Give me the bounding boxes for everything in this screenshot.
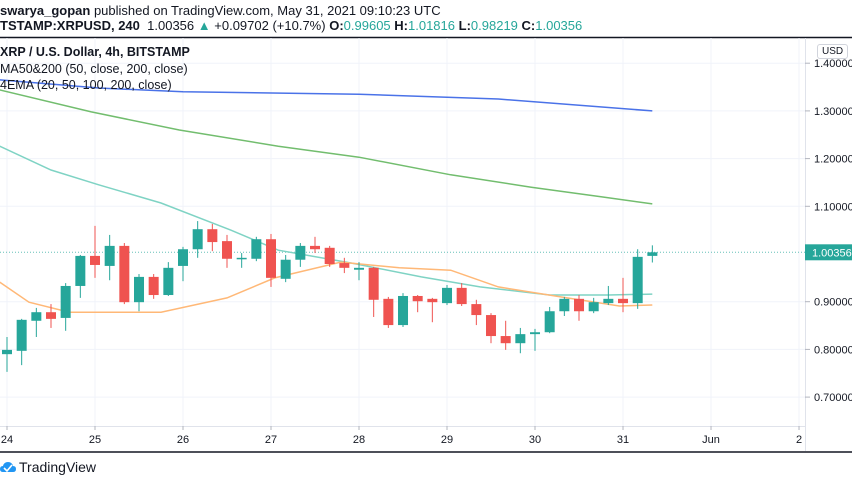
candle-down [148, 276, 159, 296]
price-tick-label: 1.10000 [814, 201, 852, 213]
candle-down [46, 312, 57, 319]
candle-up [559, 298, 570, 312]
candle-down [427, 298, 438, 303]
low-label: L: [458, 18, 471, 33]
candle-up [398, 295, 409, 326]
candle-down [383, 298, 394, 326]
time-tick-label: 29 [441, 434, 453, 446]
brand-name: TradingView [19, 459, 97, 475]
candle-up [515, 334, 526, 344]
candle-up [588, 302, 599, 312]
candle-down [471, 304, 482, 316]
candle-up [104, 245, 115, 266]
last-price-label: 1.00356 [812, 247, 852, 259]
open-label: O: [329, 18, 344, 33]
candle-up [530, 332, 541, 335]
last-price: 1.00356 [147, 18, 195, 33]
price-tick-label: 1.20000 [814, 154, 852, 166]
price-tick-label: 1.30000 [814, 106, 852, 118]
time-tick-label: 24 [1, 434, 13, 446]
candle-up [16, 319, 27, 351]
high-value: 1.01816 [408, 18, 455, 33]
publish-info: swarya_gopan published on TradingView.co… [0, 3, 441, 18]
candle-up [544, 311, 555, 333]
candle-down [207, 229, 218, 243]
candle-up [134, 276, 145, 303]
time-tick-label: 30 [529, 434, 541, 446]
close-value: 1.00356 [535, 18, 583, 33]
candle-up [192, 229, 203, 250]
time-tick-label: 28 [353, 434, 365, 446]
time-tick-label: 27 [265, 434, 277, 446]
candle-up [280, 259, 291, 279]
up-arrow-icon: ▲ [197, 18, 211, 33]
candle-up [163, 267, 174, 296]
time-tick-label: 2 [796, 434, 802, 446]
price-tick-label: 1.40000 [814, 58, 852, 70]
candle-down [618, 298, 629, 304]
candle-up [31, 312, 42, 321]
candle-up [178, 249, 189, 266]
tradingview-logo[interactable]: TradingView [0, 459, 96, 475]
candle-down [324, 247, 335, 265]
time-tick-label: Jun [702, 434, 720, 446]
indicator-line-ma_green [0, 89, 653, 205]
candle-down [456, 287, 467, 305]
candle-up [632, 256, 643, 304]
candle-down [90, 255, 101, 265]
indicator-line-ema_orange [0, 261, 653, 313]
candle-up [251, 239, 262, 259]
time-tick-label: 26 [177, 434, 189, 446]
author-name[interactable]: swarya_gopan [0, 3, 91, 18]
indicator-ema[interactable]: 4EMA (20, 50, 100, 200, close) [0, 78, 172, 92]
low-value: 0.98219 [470, 18, 518, 33]
indicator-line-ma_blue [0, 79, 653, 112]
candle-down [310, 245, 321, 250]
currency-button[interactable]: USD [817, 44, 849, 59]
price-tick-label: 0.70000 [814, 392, 852, 404]
candle-down [339, 263, 350, 268]
candle-down [266, 239, 277, 278]
candle-down [368, 267, 379, 300]
indicator-ma[interactable]: MA50&200 (50, close, 200, close) [0, 62, 188, 76]
time-tick-label: 25 [89, 434, 101, 446]
time-tick-label: 31 [617, 434, 629, 446]
candle-down [412, 295, 423, 302]
candle-down [500, 336, 511, 344]
symbol-info: TSTAMP:XRPUSD, 240 1.00356 ▲ +0.09702 (+… [0, 18, 582, 33]
candle-up [354, 267, 365, 270]
close-label: C: [521, 18, 536, 33]
published-text: published on TradingView.com, May 31, 20… [93, 3, 441, 18]
symbol: TSTAMP:XRPUSD, 240 [0, 18, 140, 33]
candle-down [486, 315, 497, 337]
cloud-logo-icon [0, 462, 16, 473]
candle-up [442, 287, 453, 304]
open-value: 0.99605 [343, 18, 391, 33]
candle-up [60, 285, 71, 318]
candle-up [647, 252, 658, 256]
last-price-badge [805, 244, 852, 261]
high-label: H: [394, 18, 408, 33]
candle-up [603, 298, 614, 304]
candle-down [119, 245, 130, 303]
candle-up [295, 245, 306, 260]
candle-down [574, 298, 585, 312]
price-tick-label: 0.80000 [814, 344, 852, 356]
price-tick-label: 0.90000 [814, 297, 852, 309]
price-change: +0.09702 (+10.7%) [214, 18, 326, 33]
candle-up [75, 255, 86, 286]
candle-down [222, 241, 233, 259]
indicator-line-ema_cyan [0, 145, 653, 296]
candle-up [236, 257, 247, 260]
candle-up [2, 349, 12, 355]
chart-title: XRP / U.S. Dollar, 4h, BITSTAMP [0, 45, 190, 59]
